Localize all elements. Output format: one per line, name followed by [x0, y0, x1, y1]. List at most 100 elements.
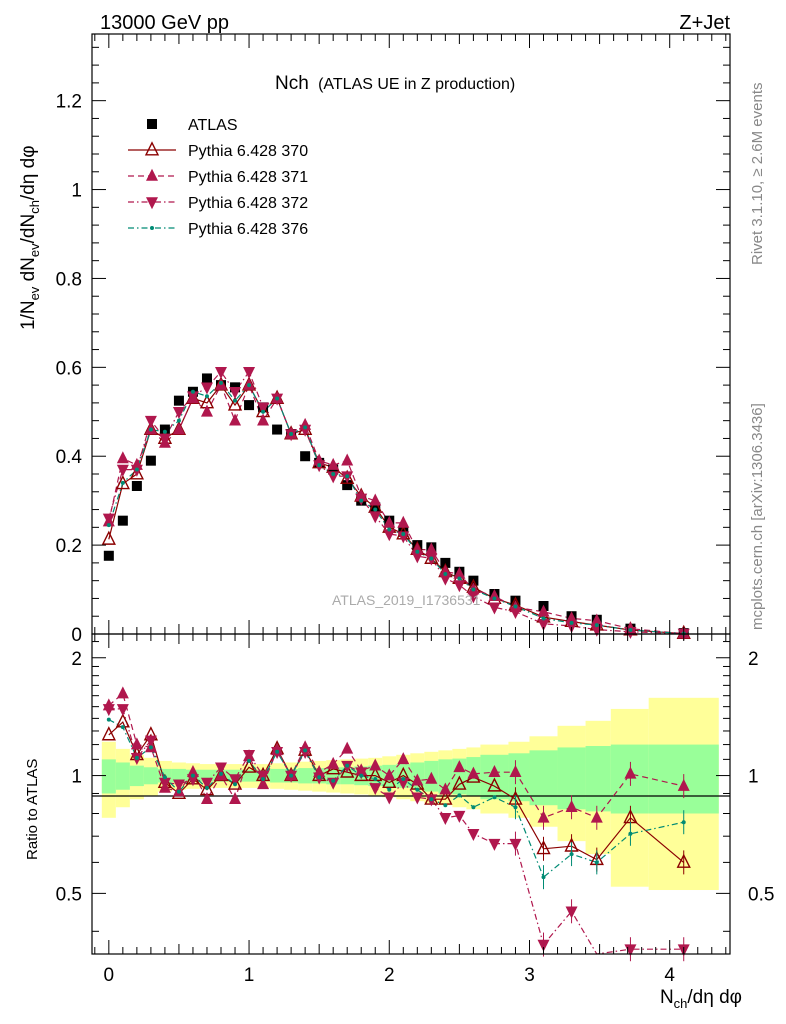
main-point-s4	[492, 596, 497, 601]
main-point-s2	[369, 493, 382, 506]
main-point-s3	[383, 529, 396, 542]
band-stat	[508, 753, 530, 802]
ratio-point-s1	[425, 771, 438, 784]
mcplots-label: mcplots.cern.ch [arXiv:1306.3436]	[749, 403, 766, 630]
band-stat	[199, 769, 214, 782]
ratio-point-s3	[373, 776, 378, 781]
ratio-uncertainty-bands	[101, 697, 719, 891]
main-point-s4	[401, 532, 406, 536]
main-point-s3	[509, 606, 522, 619]
main-point-s2	[327, 457, 340, 470]
main-point-s4	[373, 507, 378, 512]
main-point-s4	[331, 472, 336, 476]
band-stat	[242, 769, 257, 782]
ratio-point-s1	[467, 766, 480, 779]
main-point-s4	[594, 623, 599, 628]
ratio-point-s1	[383, 768, 396, 781]
ratio-point-s3	[387, 787, 392, 792]
ratio-series-line-0	[108, 721, 685, 863]
main-point-s4	[289, 432, 294, 436]
ratio-point-s2	[229, 774, 242, 787]
main-point-s2	[590, 613, 603, 626]
main-point-s3	[158, 433, 171, 446]
band-stat	[143, 767, 158, 785]
ratio-point-s1	[257, 777, 270, 790]
ratio-point-s1	[116, 686, 129, 699]
legend-label-2: Pythia 6.428 371	[188, 169, 308, 186]
legend-marker-4	[150, 226, 154, 230]
ratio-point-s2	[509, 838, 522, 851]
main-point-s4	[247, 383, 252, 388]
ratio-point-s3	[289, 773, 294, 778]
ratio-point-s2	[537, 939, 550, 952]
main-point-s2	[453, 566, 466, 579]
ratio-point-s1	[624, 766, 637, 779]
main-point-s0	[244, 400, 255, 411]
ratio-point-s3	[513, 805, 518, 810]
ratio-point-s1	[565, 800, 578, 813]
ratio-point-s3	[345, 763, 350, 768]
main-point-s3	[144, 415, 157, 428]
main-point-s0	[440, 557, 451, 568]
rivet-label: Rivet 3.1.10, ≥ 2.6M events	[749, 83, 766, 266]
main-point-s3	[102, 513, 115, 526]
xtick-label: 4	[664, 965, 675, 986]
ratio-point-s1	[411, 773, 424, 786]
main-point-s2	[565, 611, 578, 624]
main-ytick-label: 1.2	[56, 92, 82, 113]
band-stat	[610, 744, 649, 814]
main-point-s3	[369, 511, 382, 524]
ratio-point-s3	[162, 775, 167, 780]
ratio-point-s3	[569, 852, 574, 857]
ratio-series-line-3	[108, 719, 684, 879]
ratio-point-s2	[467, 828, 480, 841]
ratio-point-s2	[411, 792, 424, 805]
ratio-point-s2	[624, 944, 637, 957]
legend-marker-1	[144, 141, 160, 156]
main-point-s2	[257, 413, 270, 426]
main-point-s4	[429, 556, 434, 561]
ratio-point-s3	[541, 875, 546, 880]
main-point-s4	[513, 604, 518, 609]
ratio-point-s3	[134, 755, 139, 760]
ratio-point-s1	[453, 760, 466, 773]
main-point-s4	[219, 380, 224, 385]
main-point-s3	[215, 366, 228, 379]
main-point-s3	[257, 402, 270, 415]
xtick-label: 1	[244, 965, 255, 986]
main-point-s4	[387, 527, 392, 532]
main-point-s2	[537, 604, 550, 617]
main-point-s0	[173, 395, 184, 406]
main-point-s4	[162, 429, 167, 434]
main-point-s4	[261, 409, 266, 414]
ratio-curves	[108, 692, 685, 955]
ratio-point-s3	[233, 782, 238, 787]
main-point-s3	[299, 424, 312, 437]
main-point-s4	[120, 480, 125, 485]
band-stat	[171, 768, 186, 783]
ratio-point-s3	[457, 793, 462, 798]
ratio-ylabel: Ratio to ATLAS	[24, 759, 41, 860]
ratio-point-s3	[176, 789, 181, 794]
main-point-s4	[541, 616, 546, 621]
ratio-ytick-label: 2	[71, 649, 82, 670]
legend: ATLAS Pythia 6.428 370 Pythia 6.428 371 Pyt…	[128, 117, 308, 238]
ratio-point-s2	[257, 770, 270, 783]
main-point-s0	[159, 424, 170, 435]
ratio-point-s2	[453, 810, 466, 823]
main-point-s3	[453, 580, 466, 593]
ratio-point-s2	[200, 777, 213, 790]
ratio-point-s2	[299, 747, 312, 760]
main-point-s3	[172, 406, 185, 419]
main-point-s4	[457, 576, 462, 581]
ratio-point-s3	[443, 803, 448, 808]
ratio-point-s0	[382, 773, 397, 789]
ratio-point-s1	[130, 737, 143, 750]
ratio-point-s2	[144, 735, 157, 748]
band-stat	[585, 746, 611, 812]
main-point-s3	[200, 382, 213, 395]
main-point-s0	[201, 373, 212, 384]
ratio-point-s3	[492, 795, 497, 800]
main-point-s3	[229, 386, 242, 399]
